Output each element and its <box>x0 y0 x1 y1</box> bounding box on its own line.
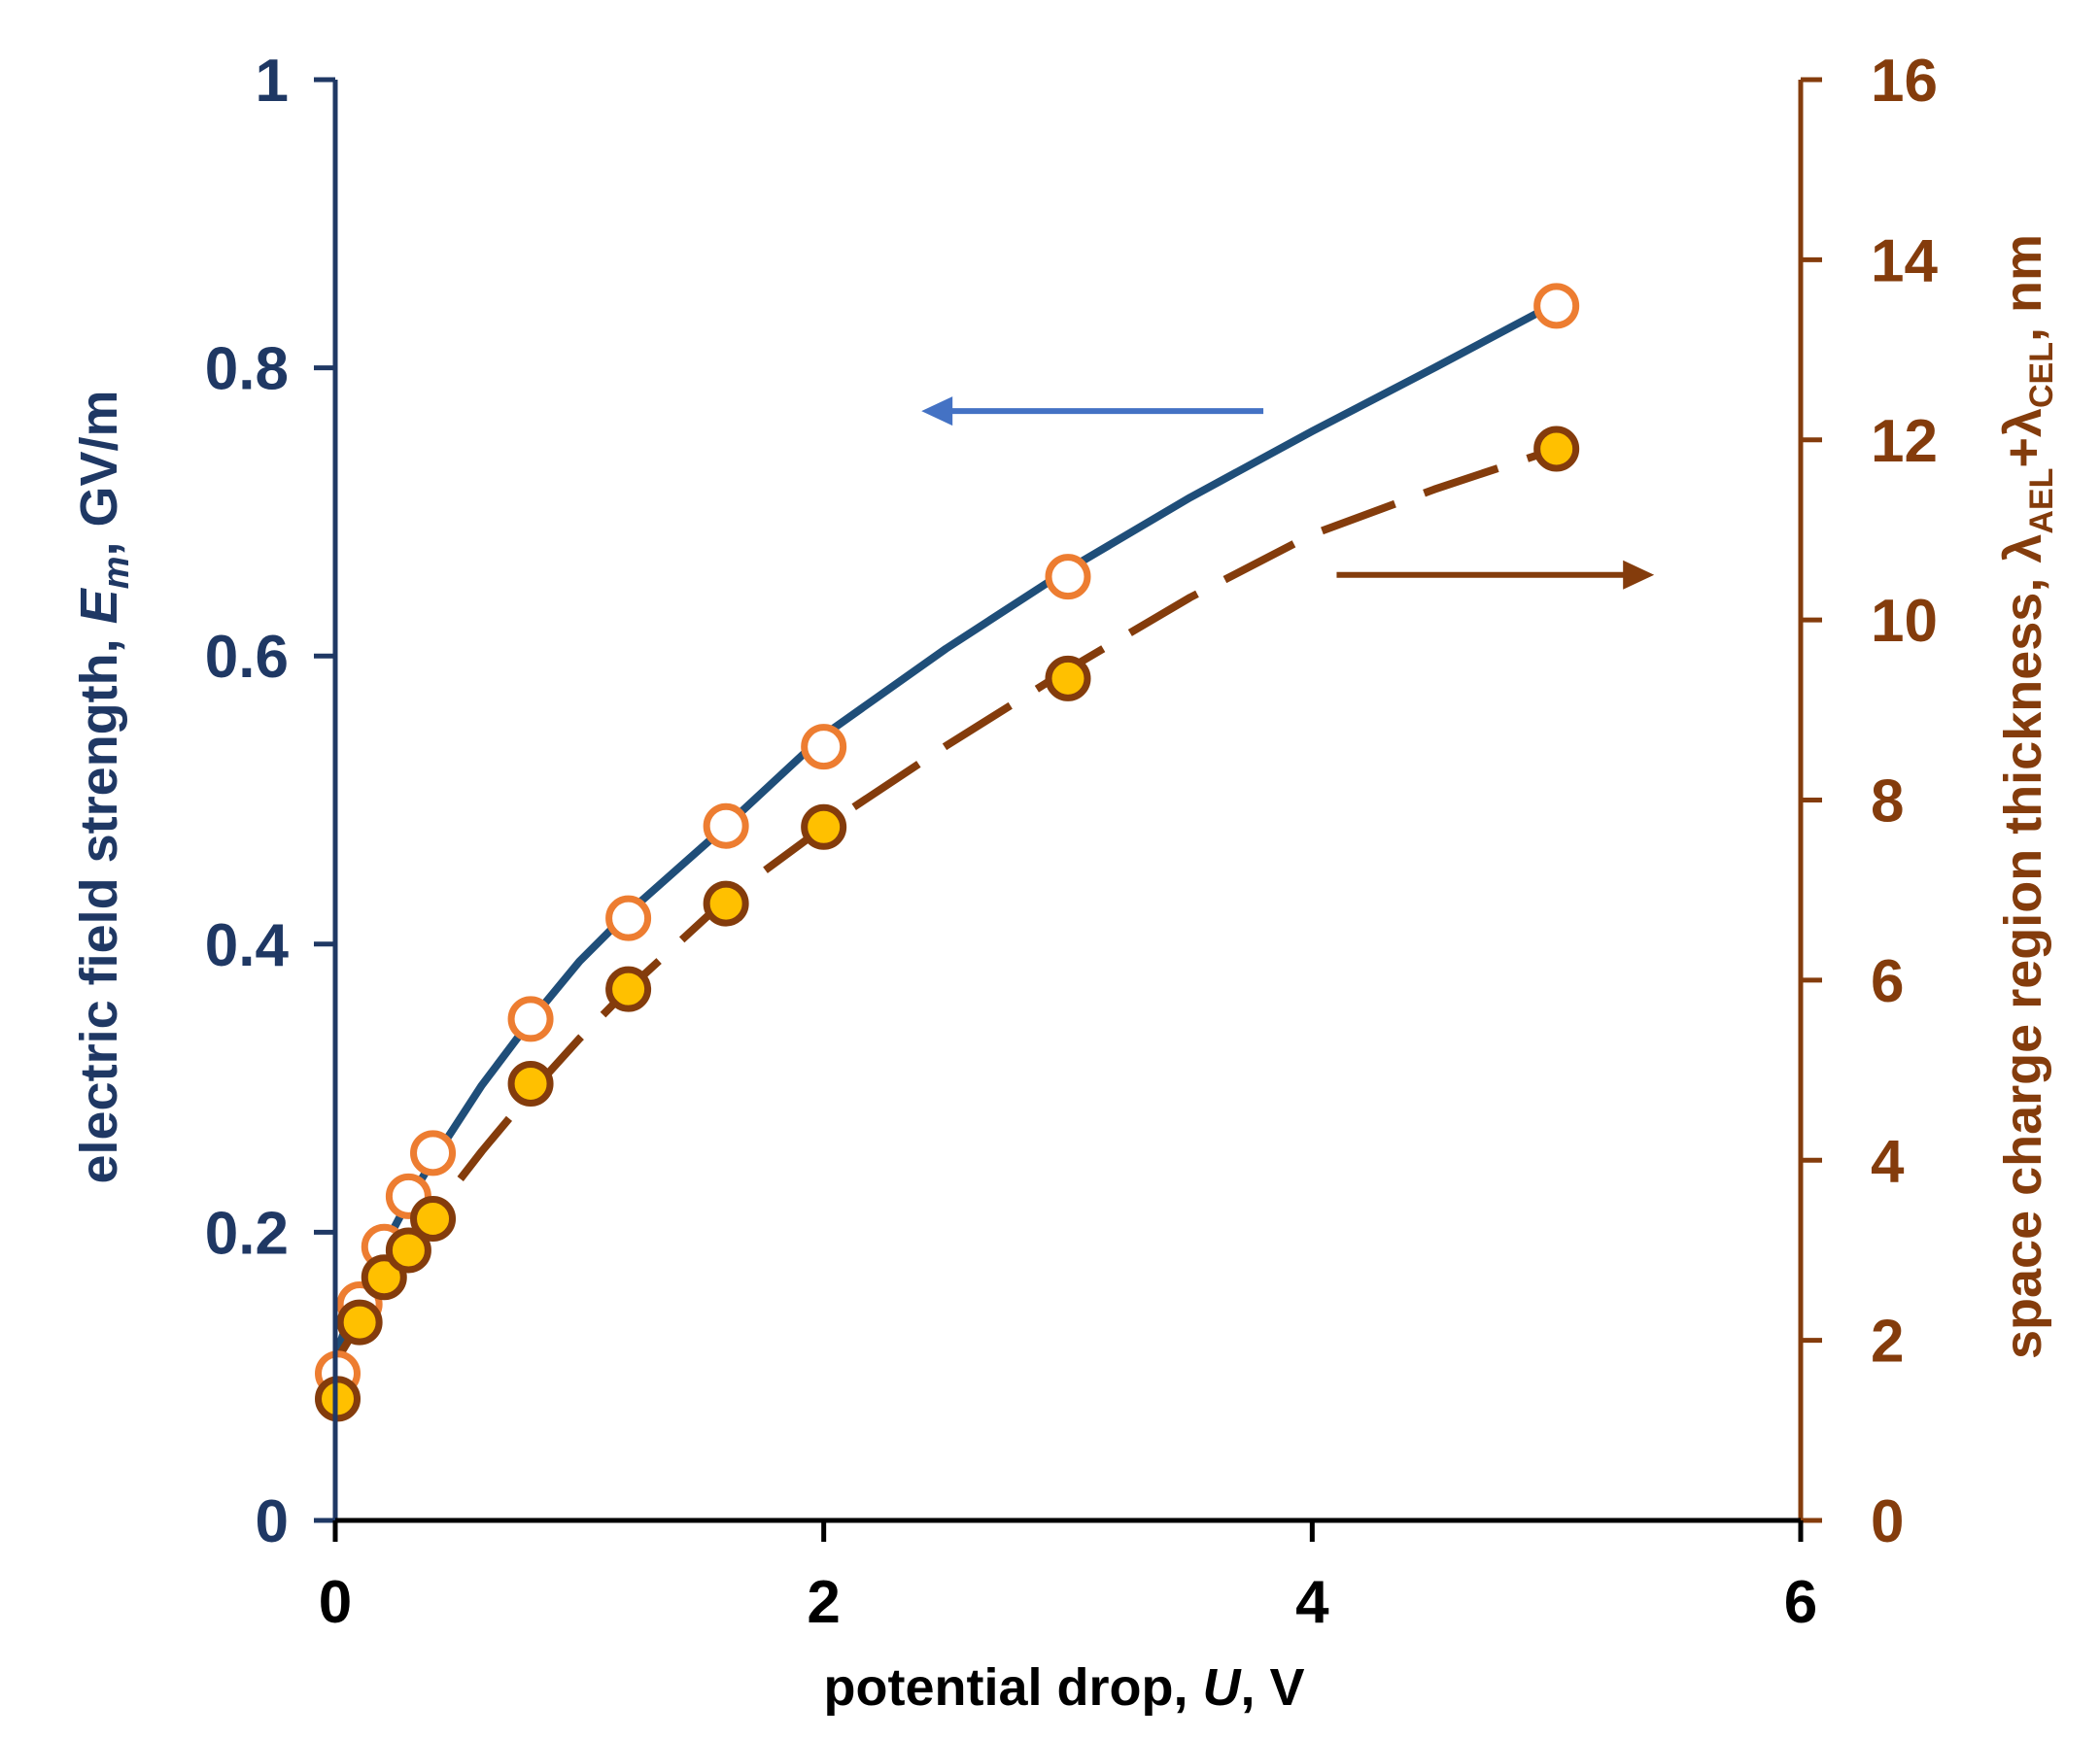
field-strength-point <box>507 996 554 1042</box>
thickness-point <box>1045 655 1091 701</box>
arrow-to-left-axis <box>921 396 1264 426</box>
y-axis-right-tick-label: 8 <box>1871 768 1904 835</box>
thickness-point <box>385 1227 431 1274</box>
field-strength-point <box>703 802 749 849</box>
y-axis-right-tick-label: 0 <box>1871 1488 1904 1555</box>
y-axis-left-tick-label: 1 <box>256 48 289 115</box>
y-axis-left-tick-label: 0 <box>256 1488 289 1555</box>
annotation-arrows <box>921 396 1655 590</box>
y-axis-right-tick-label: 16 <box>1871 48 1938 115</box>
y-axis-left-tick-label: 0.8 <box>205 336 289 403</box>
x-axis-ticks: 0 2 4 6 <box>319 1520 1817 1636</box>
thickness-point <box>410 1195 457 1242</box>
thickness-point <box>336 1299 383 1346</box>
thickness-point <box>605 966 652 1012</box>
x-axis-title-part: potential drop, <box>823 1658 1202 1717</box>
y-axis-left-title-subscript: m <box>96 557 137 590</box>
y-axis-right-title: space charge region thickness, λAEL+λCEL… <box>1994 234 2060 1359</box>
y-axis-right-title-sub2: CEL <box>2023 342 2060 408</box>
y-axis-right-title-part: space charge region thickness, <box>1994 563 2052 1359</box>
y-axis-left-tick-label: 0.2 <box>205 1200 289 1267</box>
field-strength-point <box>1533 283 1580 329</box>
arrow-to-right-axis-head <box>1623 560 1655 590</box>
y-axis-right-title-sub1: AEL <box>2023 468 2060 534</box>
y-axis-left-title-part: electric field strength, <box>70 624 128 1183</box>
field-strength-point <box>605 895 652 941</box>
y-axis-right-tick-label: 6 <box>1871 948 1904 1015</box>
y-axis-right-tick-label: 14 <box>1871 227 1938 294</box>
x-axis-title-unit: , V <box>1240 1658 1304 1717</box>
arrow-to-left-axis-head <box>921 396 953 426</box>
y-axis-left-title: electric field strength, Em, GV/m <box>70 390 137 1183</box>
y-axis-left-ticks: 0 0.2 0.4 0.6 0.8 1 <box>205 48 335 1555</box>
y-axis-left-tick-label: 0.4 <box>205 912 290 979</box>
y-axis-right-title-plus: + <box>1994 437 2052 468</box>
thickness-point <box>315 1376 361 1422</box>
thickness-point <box>1533 426 1580 472</box>
x-axis-tick-label: 6 <box>1784 1569 1817 1636</box>
y-axis-right-tick-label: 2 <box>1871 1309 1904 1376</box>
field-strength-point <box>410 1130 457 1176</box>
y-axis-right-title-unit: , nm <box>1994 234 2052 342</box>
x-axis-tick-label: 2 <box>807 1569 840 1636</box>
x-axis-title: potential drop, U, V <box>823 1658 1304 1717</box>
x-axis-tick-label: 4 <box>1295 1569 1329 1636</box>
y-axis-right-ticks: 0 2 4 6 8 10 12 14 16 <box>1801 48 1938 1555</box>
arrow-to-right-axis <box>1336 560 1655 590</box>
data-markers <box>315 283 1580 1422</box>
thickness-point <box>801 803 847 850</box>
y-axis-right-tick-label: 4 <box>1871 1128 1905 1195</box>
y-axis-left-tick-label: 0.6 <box>205 624 289 691</box>
thickness-point <box>703 880 749 927</box>
y-axis-left-title-symbol: E <box>70 587 128 624</box>
field-strength-point <box>801 724 847 770</box>
y-axis-right-title-lambda2: λ <box>1994 408 2052 437</box>
x-axis-title-symbol: U <box>1202 1658 1242 1717</box>
y-axis-left-title-unit: , GV/m <box>70 390 128 556</box>
y-axis-right-tick-label: 12 <box>1871 408 1938 475</box>
y-axis-right-tick-label: 10 <box>1871 588 1938 655</box>
x-axis-tick-label: 0 <box>319 1569 352 1636</box>
y-axis-right-title-lambda1: λ <box>1994 534 2052 563</box>
thickness-point <box>507 1060 554 1107</box>
field-strength-point <box>1045 554 1091 600</box>
